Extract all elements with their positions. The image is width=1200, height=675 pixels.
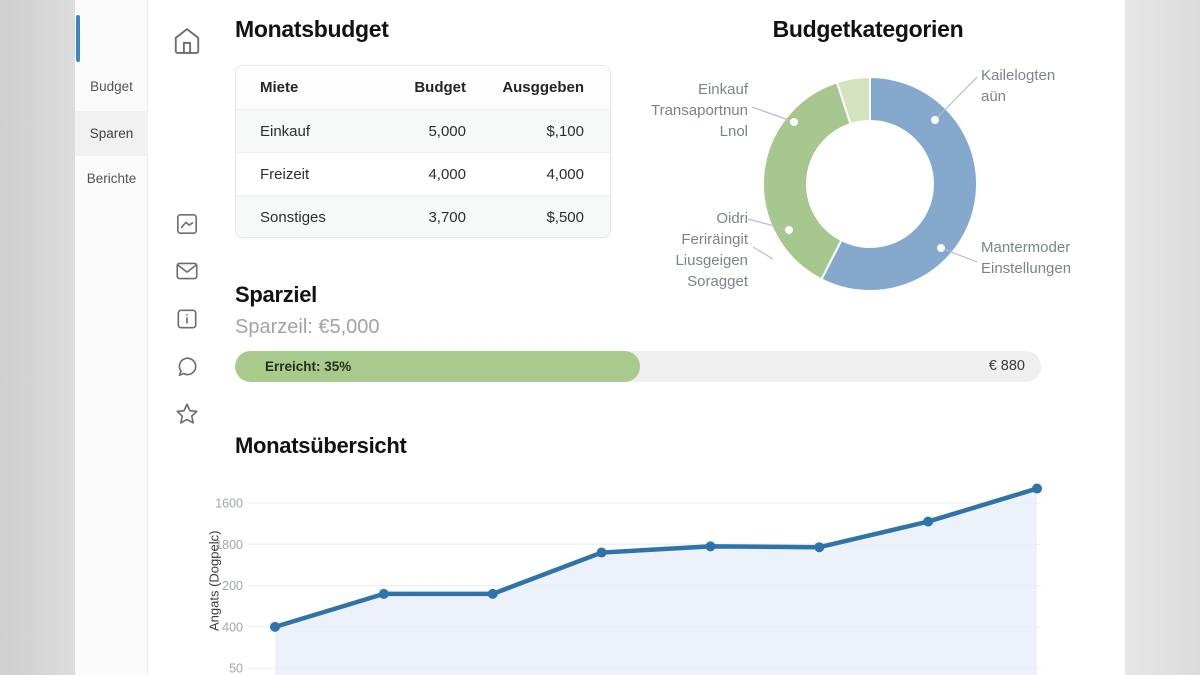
data-point — [705, 541, 716, 552]
column-header-budget: Budget — [414, 79, 466, 96]
progress-fill — [235, 351, 641, 382]
chat-icon[interactable] — [174, 354, 200, 380]
window-gutter-right — [1125, 0, 1200, 675]
mail-icon[interactable] — [174, 258, 200, 284]
section-title-sparziel: Sparziel — [235, 282, 317, 307]
callout-line — [752, 246, 774, 260]
monthly-line-chart: 1600 1800 200 400 50 — [215, 483, 1043, 675]
data-point — [596, 547, 607, 558]
savings-progress-bar: Erreicht: 35% € 880 — [235, 351, 1041, 382]
sidebar-item-berichte[interactable]: Berichte — [86, 171, 137, 186]
callout-dot — [790, 118, 798, 126]
home-icon[interactable] — [172, 26, 202, 56]
table-row[interactable]: Sonstiges 3,700 $,500 — [236, 195, 610, 237]
y-tick-label: 50 — [229, 662, 243, 675]
cell-budget: 5,000 — [428, 122, 466, 140]
callout-dot — [785, 226, 793, 234]
table-row[interactable]: Freizeit 4,000 4,000 — [236, 152, 610, 195]
progress-label: Erreicht: 35% — [265, 359, 352, 374]
cell-category: Einkauf — [260, 122, 311, 140]
budget-table: Miete Budget Ausggeben Einkauf 5,000 $,1… — [235, 65, 611, 238]
section-title-monatsbudget: Monatsbudget — [235, 16, 389, 42]
cell-category: Sonstiges — [260, 208, 326, 226]
sidebar-item-sparen[interactable]: Sparen — [75, 111, 148, 156]
info-icon[interactable] — [174, 306, 200, 332]
callout-dot — [937, 244, 945, 252]
star-icon[interactable] — [174, 401, 200, 427]
donut-slice-blue — [820, 75, 978, 292]
donut-label-top-left: Einkauf Transaportnun Lnol — [650, 81, 748, 140]
sidebar: Budget Sparen Berichte — [75, 0, 200, 675]
callout-line — [751, 106, 795, 123]
cell-budget: 4,000 — [428, 165, 466, 183]
donut-label-bottom-right: Mantermoder Einstellungen — [981, 239, 1072, 277]
callout-line — [747, 218, 790, 231]
data-point — [487, 588, 498, 599]
section-title-budgetkategorien: Budgetkategorien — [772, 16, 964, 42]
column-header-miete: Miete — [260, 79, 299, 96]
y-tick-label: 400 — [222, 620, 243, 634]
table-header-row: Miete Budget Ausggeben — [236, 66, 610, 109]
trend-line — [272, 486, 1040, 630]
callout-dot — [931, 116, 939, 124]
data-point — [814, 542, 825, 553]
y-tick-label: 200 — [222, 579, 243, 593]
active-indicator — [76, 15, 80, 62]
data-point — [923, 516, 934, 527]
data-point — [270, 621, 280, 632]
data-point — [378, 588, 389, 599]
donut-slice-green — [762, 80, 852, 281]
progress-amount: € 880 — [988, 358, 1025, 374]
cell-spent: $,100 — [546, 122, 584, 140]
donut-chart — [747, 75, 978, 292]
callout-line — [940, 247, 978, 263]
data-point — [1032, 483, 1043, 494]
column-header-ausggeben: Ausggeben — [502, 79, 584, 96]
savings-goal-subtitle: Sparzeil: €5,000 — [235, 316, 380, 338]
cell-spent: $,500 — [546, 208, 584, 226]
donut-label-top-right: Kailelogten aün — [981, 67, 1056, 105]
donut-slice-pale-green — [835, 75, 871, 126]
donut-label-bottom-left: Oidri Feriräingit Liusgeigen Soragget — [675, 210, 748, 290]
cell-spent: 4,000 — [546, 165, 584, 183]
section-title-monatsuebersicht: Monatsübersicht — [235, 433, 407, 458]
y-tick-label: 1600 — [215, 497, 243, 511]
table-row[interactable]: Einkauf 5,000 $,100 — [236, 109, 610, 152]
window-gutter-left — [0, 0, 75, 675]
sidebar-item-budget[interactable]: Budget — [90, 79, 133, 94]
y-tick-label: 1800 — [215, 538, 243, 552]
area-fill — [275, 488, 1038, 675]
image-icon[interactable] — [174, 211, 200, 237]
cell-category: Freizeit — [260, 165, 310, 183]
callout-line — [934, 76, 978, 121]
cell-budget: 3,700 — [428, 208, 466, 226]
